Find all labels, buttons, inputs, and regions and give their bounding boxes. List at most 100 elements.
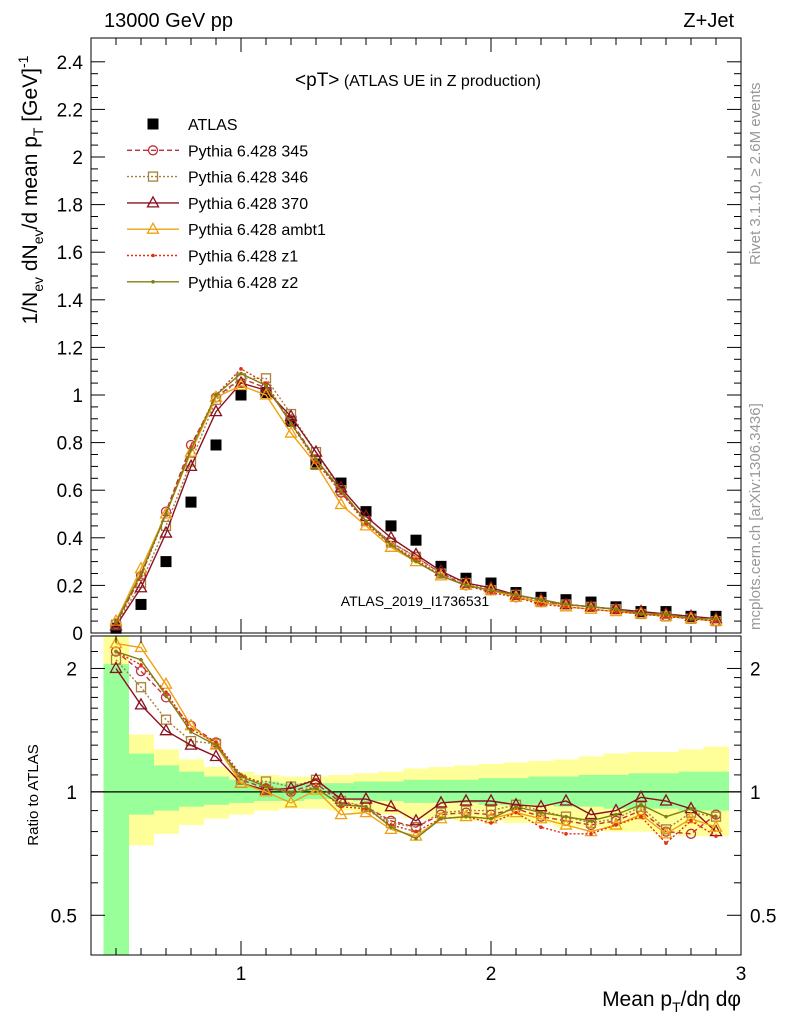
legend-entry: Pythia 6.428 ambt1: [188, 222, 326, 239]
data-point: [584, 601, 598, 614]
data-point: [639, 612, 643, 616]
legend-marker: [151, 253, 155, 258]
ratio-point: [359, 805, 373, 818]
data-point: [514, 593, 518, 597]
data-point: [539, 597, 543, 602]
ratio-point: [534, 799, 548, 812]
data-point: [564, 602, 568, 607]
ratio-point: [564, 832, 568, 836]
ratio-point: [334, 807, 348, 820]
data-point: [464, 583, 468, 588]
ratio-point: [284, 795, 298, 808]
data-point: [184, 444, 198, 457]
data-point: [209, 390, 223, 403]
ratio-y-axis-label: Ratio to ATLAS: [25, 744, 42, 845]
ratio-point: [414, 836, 418, 841]
analysis-watermark: ATLAS_2019_I1736531: [341, 593, 490, 609]
rivet-version-label: Rivet 3.1.10, ≥ 2.6M events: [747, 83, 764, 266]
series-line: [115, 367, 717, 624]
ratio-point: [159, 676, 173, 689]
ratio-plot-panel: 0.5 0.5 1 1 2 2 1 2 3 Ratio to ATLAS Mean pT/dη dφ: [25, 635, 776, 1015]
ratio-point: [489, 821, 493, 825]
data-point: [364, 519, 368, 523]
ratio-point: [489, 816, 493, 821]
y-tick-label: 0.4: [57, 529, 84, 550]
ratio-point: [384, 799, 398, 812]
ratio-point: [689, 819, 693, 823]
data-point: [589, 605, 593, 609]
ratio-point: [159, 723, 173, 736]
uncertainty-band-inner: [653, 773, 679, 809]
ratio-point: [639, 802, 643, 807]
uncertainty-band-inner: [178, 771, 204, 807]
data-point: [139, 571, 143, 576]
ratio-point: [289, 791, 293, 796]
ratio-point: [339, 802, 343, 807]
ratio-point: [214, 743, 218, 747]
data-point: [189, 447, 193, 452]
ratio-point: [634, 807, 648, 820]
legend-marker: [147, 145, 159, 156]
ratio-point: [609, 817, 623, 830]
data-point: [210, 439, 222, 451]
ratio-point: [434, 811, 448, 824]
ratio-point: [214, 740, 218, 745]
ratio-y-tick-label-left: 1: [66, 783, 77, 804]
data-point: [234, 378, 248, 391]
header-process-label: Z+Jet: [683, 10, 734, 32]
series-pythia-6-428-z1: [114, 367, 718, 626]
data-point: [389, 543, 393, 547]
ratio-point: [684, 811, 698, 824]
uncertainty-band-inner: [103, 664, 129, 955]
series-pythia-6-428-346: [110, 373, 722, 630]
ratio-point: [234, 775, 248, 788]
ratio-point: [659, 793, 673, 806]
ratio-point: [389, 825, 393, 829]
x-tick-label: 1: [236, 964, 247, 985]
y-tick-label: 1.8: [57, 196, 83, 217]
uncertainty-band-inner: [203, 776, 229, 805]
data-point: [385, 520, 397, 532]
x-axis-label: Mean pT/dη dφ: [602, 988, 741, 1015]
data-point: [689, 616, 693, 621]
y-tick-label: 1.6: [57, 243, 83, 264]
series-pythia-6-428-345: [110, 373, 722, 629]
y-tick-label: 0: [72, 624, 83, 645]
data-point: [284, 409, 298, 422]
ratio-point: [614, 823, 618, 827]
header-energy-label: 13000 GeV pp: [104, 10, 233, 32]
ratio-point: [509, 805, 523, 818]
ratio-point: [239, 774, 243, 779]
ratio-point: [539, 825, 543, 829]
data-point: [614, 607, 618, 611]
ratio-y-tick-label-left: 0.5: [51, 906, 77, 927]
data-point: [659, 608, 673, 621]
ratio-y-tick-label-left: 2: [66, 659, 77, 680]
data-point: [114, 620, 118, 625]
uncertainty-band-inner: [353, 781, 379, 801]
legend-entry: Pythia 6.428 370: [188, 196, 308, 213]
ratio-point: [434, 795, 448, 808]
ratio-point: [164, 693, 168, 698]
data-point: [184, 459, 198, 472]
ratio-point: [564, 814, 568, 819]
x-tick-label: 3: [736, 964, 747, 985]
y-tick-label: 2.2: [57, 100, 83, 121]
ratio-point: [264, 784, 268, 789]
data-point: [410, 534, 422, 546]
legend-entry: ATLAS: [188, 117, 238, 134]
ratio-point: [664, 841, 668, 845]
ratio-point: [189, 730, 193, 734]
ratio-point: [459, 809, 473, 822]
data-point: [709, 613, 723, 626]
data-point: [509, 589, 523, 602]
ratio-point: [184, 737, 198, 750]
data-point: [539, 602, 543, 607]
ratio-point: [139, 663, 143, 667]
data-point: [239, 367, 243, 371]
ratio-point: [259, 782, 273, 795]
data-point: [414, 559, 418, 564]
data-point: [135, 570, 147, 582]
data-point: [164, 512, 168, 516]
